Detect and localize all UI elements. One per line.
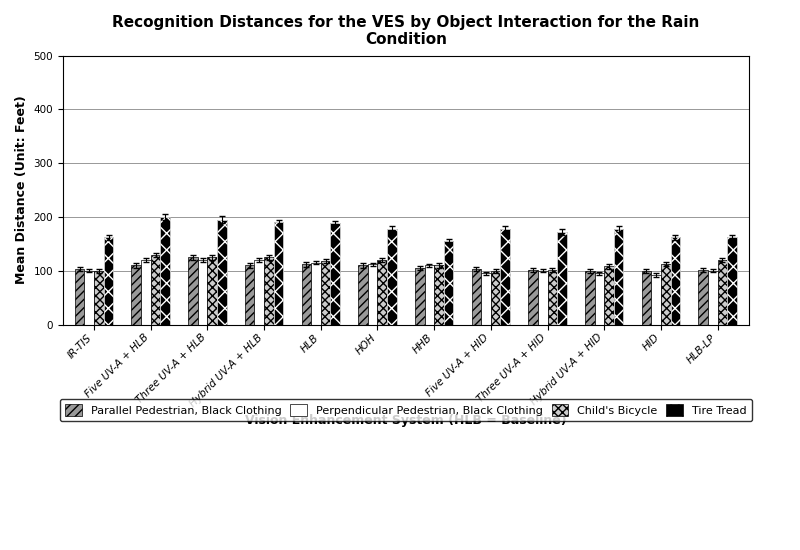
Bar bbox=[358, 266, 368, 324]
Bar bbox=[150, 255, 160, 324]
Bar bbox=[585, 271, 594, 324]
Bar bbox=[415, 268, 425, 324]
Bar bbox=[378, 260, 387, 324]
Bar bbox=[75, 269, 85, 324]
Bar bbox=[557, 232, 567, 324]
Bar bbox=[727, 238, 737, 324]
Bar bbox=[274, 222, 283, 324]
Bar bbox=[85, 271, 94, 324]
Bar bbox=[217, 219, 226, 324]
Bar bbox=[614, 229, 623, 324]
Bar bbox=[557, 232, 567, 324]
Bar bbox=[311, 263, 321, 324]
Bar bbox=[670, 238, 680, 324]
Bar bbox=[330, 223, 340, 324]
Bar bbox=[330, 223, 340, 324]
Bar bbox=[104, 238, 114, 324]
Bar bbox=[254, 260, 264, 324]
Bar bbox=[387, 229, 397, 324]
Bar bbox=[642, 271, 651, 324]
Bar bbox=[501, 229, 510, 324]
Bar bbox=[198, 260, 207, 324]
Title: Recognition Distances for the VES by Object Interaction for the Rain
Condition: Recognition Distances for the VES by Obj… bbox=[112, 15, 699, 47]
Bar bbox=[434, 266, 444, 324]
Bar bbox=[264, 257, 274, 324]
X-axis label: Vision Enhancement System (HLB = Baseline): Vision Enhancement System (HLB = Baselin… bbox=[245, 414, 566, 427]
Bar bbox=[321, 261, 330, 324]
Bar bbox=[368, 265, 378, 324]
Bar bbox=[444, 241, 454, 324]
Bar bbox=[444, 241, 454, 324]
Bar bbox=[718, 260, 727, 324]
Bar bbox=[661, 265, 670, 324]
Bar bbox=[604, 267, 614, 324]
Bar bbox=[94, 271, 104, 324]
Legend: Parallel Pedestrian, Black Clothing, Perpendicular Pedestrian, Black Clothing, C: Parallel Pedestrian, Black Clothing, Per… bbox=[59, 399, 752, 421]
Bar bbox=[217, 219, 226, 324]
Bar bbox=[160, 217, 170, 324]
Bar bbox=[708, 271, 718, 324]
Bar bbox=[727, 238, 737, 324]
Bar bbox=[547, 270, 557, 324]
Bar bbox=[160, 217, 170, 324]
Bar bbox=[245, 266, 254, 324]
Bar bbox=[501, 229, 510, 324]
Bar bbox=[471, 269, 482, 324]
Bar bbox=[528, 270, 538, 324]
Bar bbox=[538, 271, 547, 324]
Bar bbox=[188, 257, 198, 324]
Bar bbox=[207, 257, 217, 324]
Bar bbox=[131, 266, 141, 324]
Bar bbox=[670, 238, 680, 324]
Bar bbox=[104, 238, 114, 324]
Y-axis label: Mean Distance (Unit: Feet): Mean Distance (Unit: Feet) bbox=[15, 96, 28, 284]
Bar bbox=[482, 273, 491, 324]
Bar bbox=[698, 270, 708, 324]
Bar bbox=[594, 273, 604, 324]
Bar bbox=[614, 229, 623, 324]
Bar bbox=[425, 266, 434, 324]
Bar bbox=[491, 271, 501, 324]
Bar bbox=[274, 222, 283, 324]
Bar bbox=[387, 229, 397, 324]
Bar bbox=[302, 265, 311, 324]
Bar bbox=[141, 260, 150, 324]
Bar bbox=[651, 275, 661, 324]
